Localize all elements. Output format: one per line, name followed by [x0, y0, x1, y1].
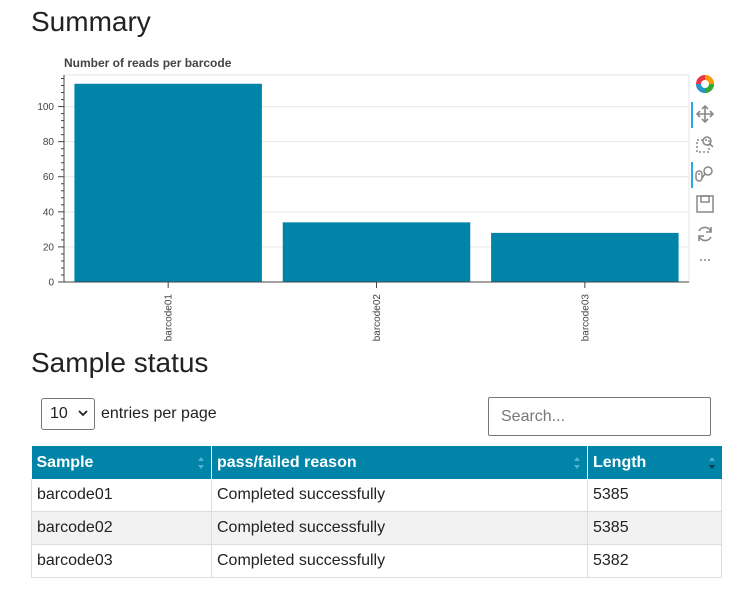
- table-row[interactable]: barcode03 Completed successfully 5382: [31, 544, 722, 578]
- box-zoom-icon[interactable]: [693, 132, 717, 156]
- y-tick-label: 80: [43, 137, 55, 148]
- pan-icon[interactable]: [691, 102, 717, 128]
- cell-sample: barcode01: [31, 479, 212, 512]
- reset-icon[interactable]: [693, 222, 717, 246]
- column-header-label: Length: [593, 453, 647, 471]
- cell-reason: Completed successfully: [211, 544, 588, 578]
- reads-per-barcode-chart: Number of reads per barcode 0 20 40 60 80 100 b…: [37, 56, 690, 342]
- cell-sample: barcode03: [31, 544, 212, 578]
- x-tick-label: barcode02: [372, 294, 383, 342]
- y-tick-label: 40: [43, 207, 55, 218]
- cell-length: 5385: [587, 511, 722, 545]
- y-tick-label: 100: [37, 102, 54, 113]
- sort-arrows-icon: [708, 457, 715, 469]
- column-header-label: pass/failed reason: [217, 453, 357, 471]
- sample-status-table: Sample pass/failed reason Length barcode…: [31, 446, 722, 578]
- entries-select-value: 10: [50, 405, 68, 422]
- cell-length: 5385: [587, 479, 722, 512]
- table-row[interactable]: barcode01 Completed successfully 5385: [31, 479, 722, 512]
- y-tick-label: 20: [43, 242, 55, 253]
- chevron-down-icon: [78, 410, 88, 417]
- bokeh-logo-icon[interactable]: [693, 72, 717, 96]
- y-tick-label: 0: [48, 278, 54, 289]
- table-search-input[interactable]: [488, 397, 711, 436]
- x-tick-label: barcode01: [164, 294, 175, 342]
- save-icon[interactable]: [693, 192, 717, 216]
- table-row[interactable]: barcode02 Completed successfully 5385: [31, 511, 722, 545]
- sample-status-heading: Sample status: [31, 347, 209, 378]
- sort-arrows-icon: [198, 457, 204, 469]
- cell-reason: Completed successfully: [211, 511, 588, 545]
- x-tick-label: barcode03: [580, 294, 591, 342]
- entries-per-page-select[interactable]: 10: [41, 398, 95, 430]
- bar-barcode02: [282, 222, 471, 282]
- sort-arrows-icon: [574, 457, 580, 469]
- cell-reason: Completed successfully: [211, 479, 588, 512]
- cell-sample: barcode02: [31, 511, 212, 545]
- chart-title: Number of reads per barcode: [64, 56, 232, 70]
- column-header-sample[interactable]: Sample: [31, 446, 212, 479]
- entries-per-page-label: entries per page: [101, 405, 217, 422]
- cell-length: 5382: [587, 544, 722, 578]
- bar-barcode01: [74, 83, 262, 283]
- wheel-zoom-icon[interactable]: [691, 162, 717, 188]
- column-header-reason[interactable]: pass/failed reason: [211, 446, 588, 479]
- column-header-label: Sample: [36, 453, 94, 471]
- more-icon[interactable]: [693, 248, 717, 272]
- entries-per-page-control: 10 entries per page: [41, 398, 217, 430]
- y-tick-label: 60: [43, 172, 55, 183]
- bar-barcode03: [491, 232, 679, 282]
- summary-heading: Summary: [31, 6, 151, 37]
- column-header-length[interactable]: Length: [587, 446, 722, 479]
